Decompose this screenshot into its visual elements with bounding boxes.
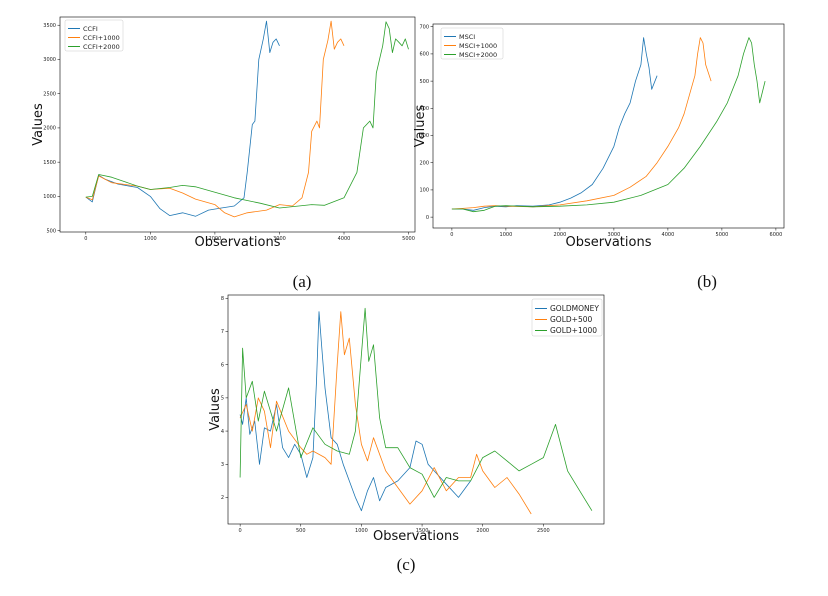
y-tick-label-b: 500	[419, 79, 429, 85]
x-tick-label-b: 0	[450, 232, 453, 238]
legend-label-c: GOLDMONEY	[550, 304, 599, 313]
series-line-a-1	[85, 20, 280, 217]
y-tick-label-b: 300	[419, 133, 429, 139]
x-tick-label-b: 6000	[770, 232, 783, 238]
legend-box-b	[440, 27, 504, 60]
x-tick-label-a: 0	[84, 236, 87, 242]
legend-box-a	[64, 19, 124, 52]
series-line-c-2	[239, 311, 532, 515]
y-tick-label-a: 500	[46, 228, 56, 234]
series-line-c-3	[239, 307, 593, 511]
caption-b: (b)	[697, 272, 717, 291]
y-tick-label-a: 3500	[43, 23, 56, 29]
y-tick-label-b: 200	[419, 160, 429, 166]
legend-box-c	[531, 298, 603, 337]
chart-panel-b: 0 1000 2000 3000 4000 5000 6000 0 100 200 300 400 50…	[413, 23, 785, 250]
y-tick-label-b: 0	[426, 215, 429, 221]
x-tick-label-a: 1000	[144, 236, 157, 242]
x-tick-label-b: 5000	[716, 232, 729, 238]
y-tick-label-a: 1500	[43, 160, 56, 166]
x-tick-label-c: 1000	[355, 528, 368, 534]
caption-a: (a)	[293, 272, 312, 291]
y-tick-label-a: 3000	[43, 57, 56, 63]
x-tick-label-b: 4000	[662, 232, 675, 238]
x-tick-label-a: 3000	[273, 236, 286, 242]
x-axis-label-b: Observations	[566, 235, 652, 250]
x-tick-label-c: 2000	[476, 528, 489, 534]
chart-panel-c: 0 500 1000 1500 2000 2500 2 3 4 5 6 7 8 Observations V…	[208, 294, 605, 544]
x-tick-label-a: 5000	[402, 236, 415, 242]
x-tick-label-b: 2000	[554, 232, 567, 238]
legend-label-c: GOLD+500	[550, 315, 592, 324]
plot-frame-a	[59, 16, 416, 233]
y-tick-label-c: 4	[221, 429, 224, 435]
series-line-c-1	[239, 311, 471, 512]
y-axis-label-b: Values	[413, 105, 428, 148]
x-tick-label-c: 2500	[537, 528, 550, 534]
x-tick-label-c: 0	[239, 528, 242, 534]
y-tick-label-a: 2000	[43, 126, 56, 132]
x-tick-label-c: 1500	[416, 528, 429, 534]
caption-c: (c)	[397, 555, 416, 574]
series-line-a-3	[85, 21, 409, 209]
y-tick-label-c: 3	[221, 462, 224, 468]
y-tick-label-c: 5	[221, 396, 224, 402]
y-tick-label-a: 1000	[43, 194, 56, 200]
legend-label-c: GOLD+1000	[550, 326, 597, 335]
y-tick-label-c: 8	[221, 296, 224, 302]
plot-frame-c	[227, 294, 605, 525]
x-tick-label-b: 3000	[608, 232, 621, 238]
series-line-a-2	[85, 20, 345, 218]
legend-label-b: MSCI+2000	[459, 51, 497, 59]
y-tick-label-a: 2500	[43, 91, 56, 97]
legend-label-a: CCFI+2000	[83, 43, 120, 51]
plot-frame-b	[432, 23, 785, 229]
series-line-b-3	[451, 37, 766, 213]
x-tick-label-a: 4000	[338, 236, 351, 242]
y-tick-label-c: 7	[221, 329, 224, 335]
y-tick-label-c: 2	[221, 495, 224, 501]
y-tick-label-b: 700	[419, 24, 429, 30]
legend-label-a: CCFI	[83, 25, 98, 33]
y-tick-label-b: 100	[419, 188, 429, 194]
y-tick-label-b: 400	[419, 106, 429, 112]
series-line-b-1	[451, 37, 658, 211]
chart-panel-a: 0 1000 2000 3000 4000 5000 500 1000 1500 2000 2500…	[31, 16, 416, 250]
series-line-b-2	[451, 37, 712, 210]
x-axis-label-c: Observations	[373, 529, 459, 544]
x-tick-label-c: 500	[296, 528, 306, 534]
legend-label-a: CCFI+1000	[83, 34, 120, 42]
legend-label-b: MSCI	[459, 33, 475, 41]
y-tick-label-b: 600	[419, 52, 429, 58]
x-axis-label-a: Observations	[195, 235, 281, 250]
legend-label-b: MSCI+1000	[459, 42, 497, 50]
x-tick-label-a: 2000	[209, 236, 222, 242]
y-tick-label-c: 6	[221, 362, 224, 368]
y-axis-label-c: Values	[208, 388, 223, 431]
y-axis-label-a: Values	[31, 103, 46, 146]
x-tick-label-b: 1000	[500, 232, 513, 238]
